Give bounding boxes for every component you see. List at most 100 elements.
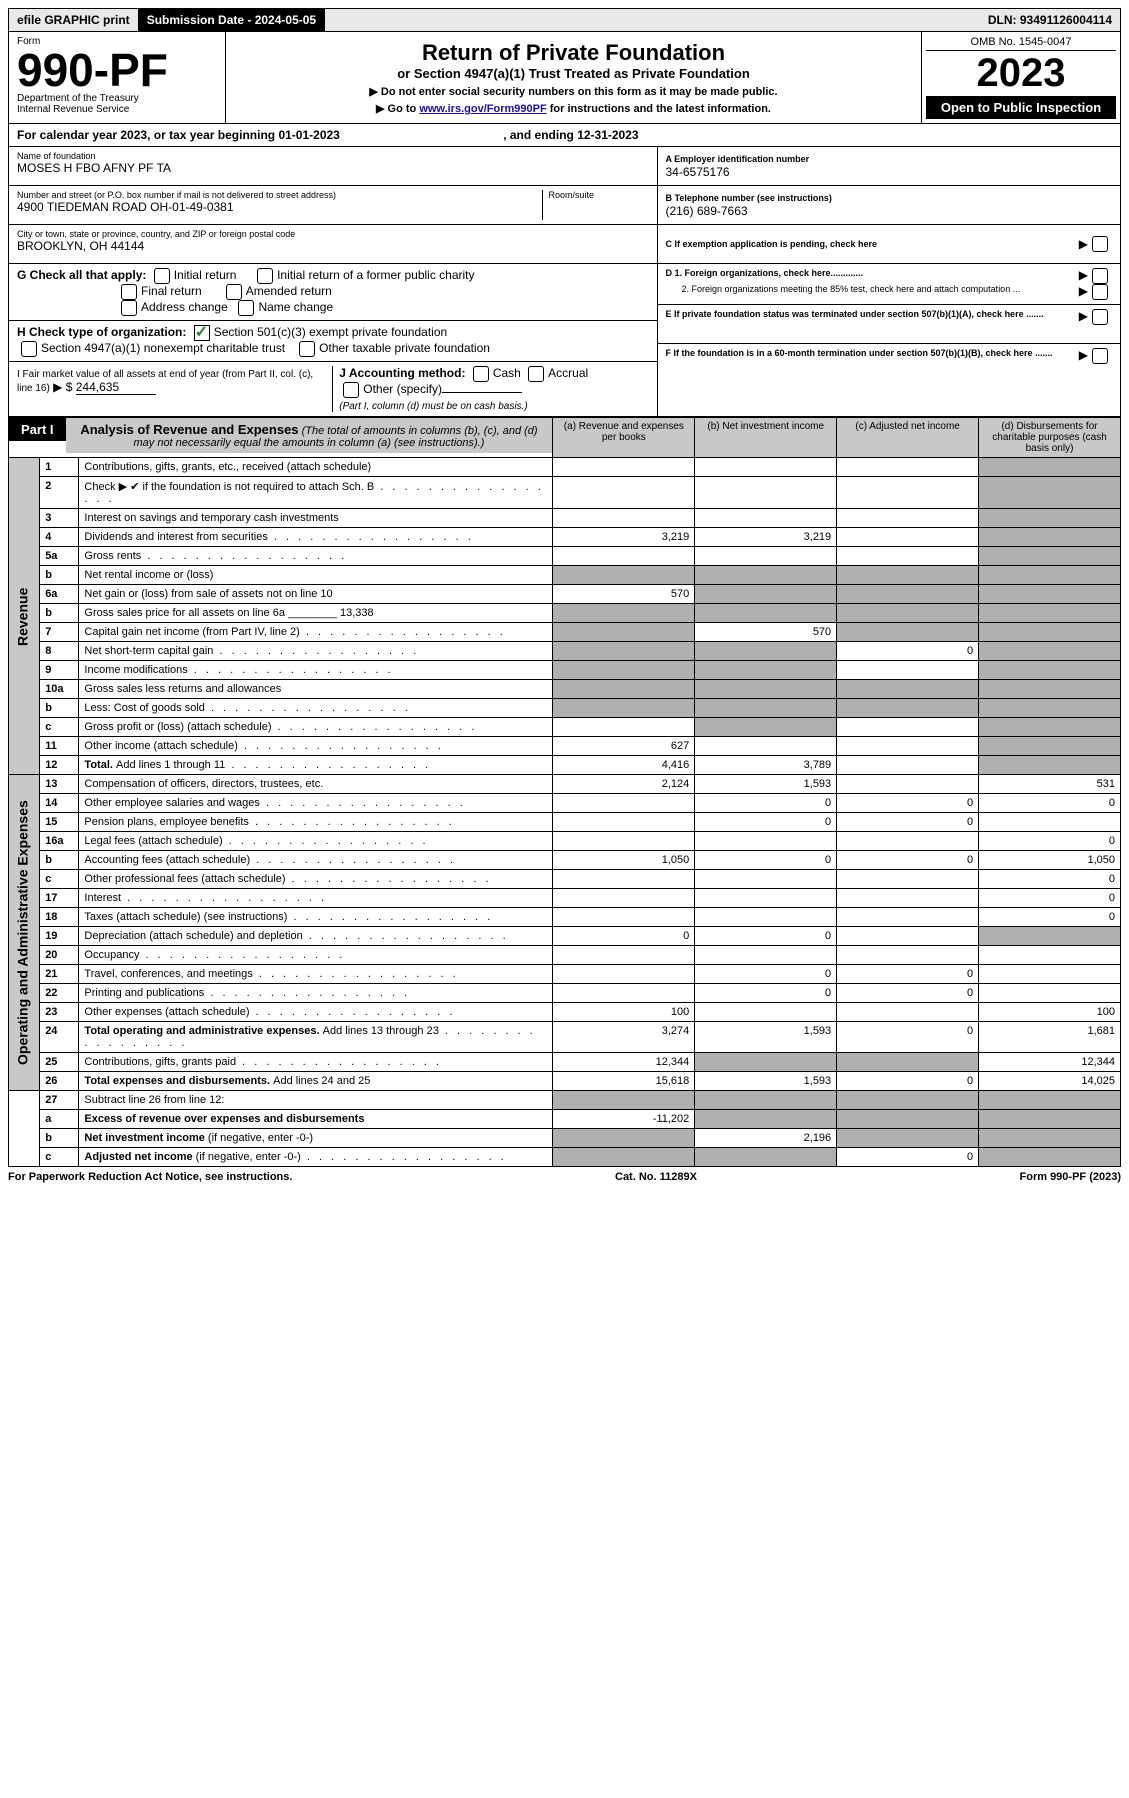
d2-label: 2. Foreign organizations meeting the 85%… bbox=[666, 284, 1079, 300]
value-cell bbox=[695, 680, 837, 699]
value-cell bbox=[979, 604, 1121, 623]
line-number: 5a bbox=[40, 547, 79, 566]
value-cell bbox=[837, 927, 979, 946]
col-b-header: (b) Net investment income bbox=[695, 418, 837, 458]
amended-return-checkbox[interactable] bbox=[226, 284, 242, 300]
final-return-checkbox[interactable] bbox=[121, 284, 137, 300]
value-cell bbox=[553, 642, 695, 661]
value-cell bbox=[979, 642, 1121, 661]
table-row: 5aGross rents bbox=[9, 547, 1121, 566]
h-opt2: Section 4947(a)(1) nonexempt charitable … bbox=[41, 341, 285, 355]
instr2-pre: ▶ Go to bbox=[376, 103, 419, 115]
table-row: 8Net short-term capital gain0 bbox=[9, 642, 1121, 661]
line-desc: Excess of revenue over expenses and disb… bbox=[79, 1110, 553, 1129]
line-desc: Other expenses (attach schedule) bbox=[79, 1003, 553, 1022]
line-desc: Pension plans, employee benefits bbox=[79, 813, 553, 832]
j-cash-checkbox[interactable] bbox=[473, 366, 489, 382]
value-cell bbox=[553, 1148, 695, 1167]
value-cell bbox=[553, 680, 695, 699]
h-501c3-checkbox[interactable] bbox=[194, 325, 210, 341]
value-cell: 12,344 bbox=[553, 1053, 695, 1072]
value-cell bbox=[837, 832, 979, 851]
value-cell bbox=[837, 509, 979, 528]
name-label: Name of foundation bbox=[17, 151, 649, 161]
line-desc: Interest bbox=[79, 889, 553, 908]
value-cell bbox=[553, 699, 695, 718]
line-number: 3 bbox=[40, 509, 79, 528]
value-cell bbox=[695, 1003, 837, 1022]
initial-former-checkbox[interactable] bbox=[257, 268, 273, 284]
side-label: Operating and Administrative Expenses bbox=[9, 775, 40, 1091]
value-cell: 0 bbox=[837, 1072, 979, 1091]
line-number: b bbox=[40, 1129, 79, 1148]
form-title: Return of Private Foundation bbox=[234, 40, 913, 66]
h-other-checkbox[interactable] bbox=[299, 341, 315, 357]
name-change-checkbox[interactable] bbox=[238, 300, 254, 316]
form990pf-link[interactable]: www.irs.gov/Form990PF bbox=[419, 103, 546, 115]
line-desc: Net rental income or (loss) bbox=[79, 566, 553, 585]
value-cell bbox=[837, 604, 979, 623]
name-cell: Name of foundation MOSES H FBO AFNY PF T… bbox=[9, 147, 657, 186]
line-desc: Net gain or (loss) from sale of assets n… bbox=[79, 585, 553, 604]
initial-return-checkbox[interactable] bbox=[154, 268, 170, 284]
line-desc: Less: Cost of goods sold bbox=[79, 699, 553, 718]
part1-title: Analysis of Revenue and Expenses bbox=[80, 422, 298, 437]
value-cell bbox=[979, 1110, 1121, 1129]
d2-checkbox[interactable] bbox=[1092, 284, 1108, 300]
j-accrual-checkbox[interactable] bbox=[528, 366, 544, 382]
line-number: b bbox=[40, 699, 79, 718]
value-cell: 14,025 bbox=[979, 1072, 1121, 1091]
value-cell: 1,050 bbox=[553, 851, 695, 870]
dln: DLN: 93491126004114 bbox=[980, 9, 1120, 31]
cal-mid: , and ending bbox=[503, 128, 577, 142]
footer-mid: Cat. No. 11289X bbox=[615, 1171, 697, 1183]
value-cell bbox=[553, 661, 695, 680]
h-4947-checkbox[interactable] bbox=[21, 341, 37, 357]
value-cell bbox=[553, 908, 695, 927]
line-number: 18 bbox=[40, 908, 79, 927]
city-label: City or town, state or province, country… bbox=[17, 229, 649, 239]
value-cell bbox=[979, 699, 1121, 718]
line-number: 24 bbox=[40, 1022, 79, 1053]
table-row: bNet investment income (if negative, ent… bbox=[9, 1129, 1121, 1148]
info-left: Name of foundation MOSES H FBO AFNY PF T… bbox=[9, 147, 657, 416]
line-number: 22 bbox=[40, 984, 79, 1003]
ij-row: I Fair market value of all assets at end… bbox=[9, 362, 657, 416]
table-row: 24Total operating and administrative exp… bbox=[9, 1022, 1121, 1053]
line-number: 16a bbox=[40, 832, 79, 851]
value-cell: 3,789 bbox=[695, 756, 837, 775]
line-desc: Legal fees (attach schedule) bbox=[79, 832, 553, 851]
d-cell: D 1. Foreign organizations, check here..… bbox=[658, 264, 1121, 305]
value-cell bbox=[695, 832, 837, 851]
table-row: cOther professional fees (attach schedul… bbox=[9, 870, 1121, 889]
table-row: 23Other expenses (attach schedule)100100 bbox=[9, 1003, 1121, 1022]
cal-pre: For calendar year 2023, or tax year begi… bbox=[17, 128, 278, 142]
value-cell: 1,593 bbox=[695, 1072, 837, 1091]
line-desc: Total expenses and disbursements. Add li… bbox=[79, 1072, 553, 1091]
value-cell bbox=[553, 813, 695, 832]
value-cell bbox=[837, 1129, 979, 1148]
address-change-checkbox[interactable] bbox=[121, 300, 137, 316]
efile-label[interactable]: efile GRAPHIC print bbox=[9, 9, 139, 31]
f-checkbox[interactable] bbox=[1092, 348, 1108, 364]
value-cell bbox=[695, 1091, 837, 1110]
top-bar: efile GRAPHIC print Submission Date - 20… bbox=[8, 8, 1121, 32]
line-desc: Gross sales price for all assets on line… bbox=[79, 604, 553, 623]
value-cell bbox=[553, 547, 695, 566]
c-checkbox[interactable] bbox=[1092, 236, 1108, 252]
value-cell bbox=[695, 870, 837, 889]
submission-date: Submission Date - 2024-05-05 bbox=[139, 9, 325, 31]
table-row: 21Travel, conferences, and meetings00 bbox=[9, 965, 1121, 984]
j-other-checkbox[interactable] bbox=[343, 382, 359, 398]
d1-checkbox[interactable] bbox=[1092, 268, 1108, 284]
value-cell: 1,681 bbox=[979, 1022, 1121, 1053]
value-cell bbox=[979, 623, 1121, 642]
line-desc: Total operating and administrative expen… bbox=[79, 1022, 553, 1053]
e-checkbox[interactable] bbox=[1092, 309, 1108, 325]
cal-end: 12-31-2023 bbox=[577, 128, 638, 142]
value-cell: 1,050 bbox=[979, 851, 1121, 870]
table-row: 12Total. Add lines 1 through 114,4163,78… bbox=[9, 756, 1121, 775]
line-desc: Other professional fees (attach schedule… bbox=[79, 870, 553, 889]
value-cell: 4,416 bbox=[553, 756, 695, 775]
table-row: Revenue1Contributions, gifts, grants, et… bbox=[9, 458, 1121, 477]
